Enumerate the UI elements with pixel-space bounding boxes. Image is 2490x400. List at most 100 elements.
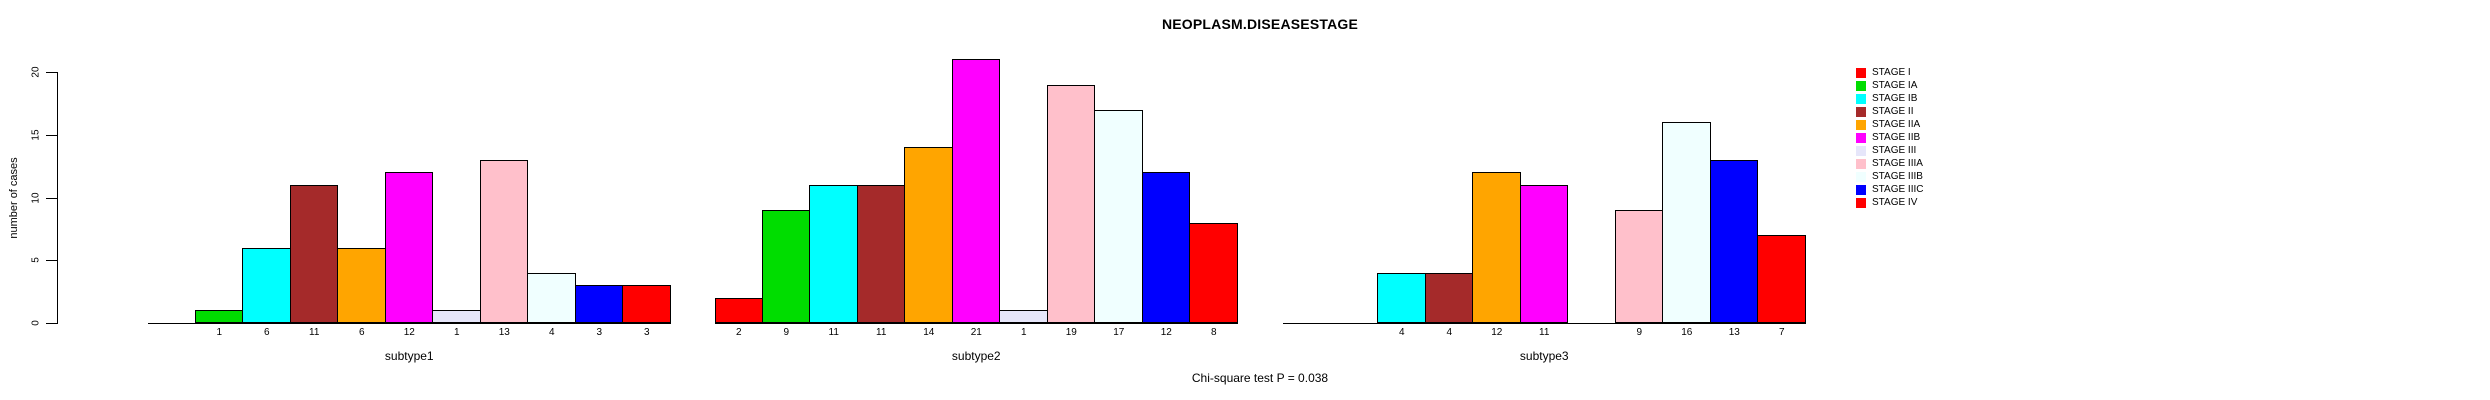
bar-stage-iiic-subtype2 — [1141, 172, 1190, 323]
slot-stage-iib — [384, 0, 433, 323]
y-tick-5 — [46, 260, 57, 262]
bar-stage-ii-subtype1 — [289, 184, 338, 323]
slot-stage-i — [148, 0, 196, 323]
slot-stage-ib — [1377, 0, 1426, 323]
bar-label-stage-iib-subtype1: 12 — [403, 327, 415, 338]
bar-stage-iia-subtype2 — [904, 147, 953, 323]
bar-label-stage-iiib-subtype2: 17 — [1113, 327, 1125, 338]
panel-subtype2 — [715, 0, 1238, 324]
bar-value-labels-subtype1: 1 6 11 6 12 1 13 4 3 3 — [148, 328, 671, 338]
y-tick-15 — [46, 134, 57, 136]
bar-label-stage-ia-subtype1: 1 — [216, 327, 223, 338]
bar-label-stage-iia-subtype1: 6 — [358, 327, 365, 338]
bar-label-stage-iia-subtype2: 14 — [923, 327, 935, 338]
bar-label-stage-iii-subtype2: 1 — [1020, 327, 1027, 338]
bar-label-stage-iv-subtype2: 8 — [1210, 327, 1217, 338]
legend-label-stage-iib: STAGE IIB — [1872, 132, 1921, 143]
bar-label-stage-iiib-subtype1: 4 — [548, 327, 555, 338]
bar-stage-iia-subtype3 — [1472, 172, 1521, 323]
panel-subtype3 — [1283, 0, 1806, 324]
chart-title: NEOPLASM.DISEASESTAGE — [1161, 16, 1359, 32]
bar-label-stage-ib-subtype2: 11 — [828, 327, 839, 338]
slot-stage-ia — [194, 0, 243, 323]
bar-stage-ib-subtype1 — [242, 247, 291, 323]
chi-square-footer: Chi-square test P = 0.038 — [1191, 371, 1329, 385]
slot-stage-ib — [809, 0, 858, 323]
y-tick-0 — [46, 323, 57, 324]
legend-row-stage-ia: STAGE IA — [1856, 79, 1924, 92]
y-tick-20 — [46, 72, 57, 73]
bar-label-stage-iia-subtype3: 12 — [1491, 327, 1503, 338]
bar-stage-i-subtype2 — [715, 297, 763, 323]
bar-stage-iiib-subtype2 — [1094, 109, 1143, 323]
panel-label-subtype3: subtype3 — [1519, 349, 1569, 363]
bar-value-labels-subtype3: 4 4 12 11 9 16 13 7 — [1283, 328, 1806, 338]
y-tick-label-0: 0 — [30, 320, 42, 326]
slot-stage-iib — [1519, 0, 1568, 323]
bar-label-stage-iii-subtype1: 1 — [453, 327, 460, 338]
bar-label-stage-ia-subtype3 — [1331, 328, 1379, 338]
bar-stage-iiib-subtype1 — [527, 272, 576, 323]
bar-label-stage-iiia-subtype2: 19 — [1065, 327, 1077, 338]
slot-stage-iia — [1472, 0, 1521, 323]
slot-stage-iii — [1568, 0, 1616, 323]
bar-stage-iiic-subtype3 — [1709, 159, 1758, 323]
bar-stage-iia-subtype1 — [337, 247, 386, 323]
legend-label-stage-ia: STAGE IA — [1872, 80, 1918, 91]
legend-row-stage-iii: STAGE III — [1856, 144, 1924, 157]
legend-row-stage-ib: STAGE IB — [1856, 92, 1924, 105]
bar-stage-iiic-subtype1 — [574, 285, 623, 323]
bar-label-stage-i-subtype1 — [148, 328, 196, 338]
slot-stage-i — [715, 0, 763, 323]
legend-chip-stage-iiic — [1856, 184, 1866, 195]
slot-stage-ii — [289, 0, 338, 323]
slot-stage-iii — [999, 0, 1048, 323]
bar-label-stage-ii-subtype3: 4 — [1446, 327, 1453, 338]
slot-stage-i — [1283, 0, 1331, 323]
slot-stage-iiia — [479, 0, 528, 323]
bar-label-stage-ia-subtype2: 9 — [783, 327, 790, 338]
slot-stage-iia — [337, 0, 386, 323]
bar-label-stage-ib-subtype1: 6 — [263, 327, 270, 338]
slot-stage-iiic — [574, 0, 623, 323]
legend-chip-stage-iiib — [1856, 171, 1866, 182]
slot-stage-iib — [951, 0, 1000, 323]
legend-chip-stage-ii — [1856, 106, 1866, 117]
legend-row-stage-iiib: STAGE IIIB — [1856, 170, 1924, 183]
slot-stage-iv — [1189, 0, 1238, 323]
bar-stage-iv-subtype3 — [1757, 235, 1806, 323]
bar-stage-iib-subtype1 — [384, 172, 433, 323]
legend-chip-stage-iiia — [1856, 158, 1866, 169]
legend: STAGE I STAGE IA STAGE IB STAGE II STAGE IIA… — [1856, 66, 1924, 209]
legend-chip-stage-iib — [1856, 132, 1866, 143]
legend-row-stage-iia: STAGE IIA — [1856, 118, 1924, 131]
legend-row-stage-iib: STAGE IIB — [1856, 131, 1924, 144]
bar-label-stage-iiib-subtype3: 16 — [1681, 327, 1693, 338]
slot-stage-iv — [622, 0, 671, 323]
bar-label-stage-iib-subtype3: 11 — [1539, 327, 1550, 338]
bar-stage-ia-subtype1 — [194, 310, 243, 323]
bar-stage-iib-subtype3 — [1519, 184, 1568, 323]
legend-row-stage-iv: STAGE IV — [1856, 196, 1924, 209]
bar-stage-ii-subtype3 — [1424, 272, 1473, 323]
bar-stage-iiia-subtype1 — [479, 159, 528, 323]
y-tick-label-15: 15 — [30, 129, 42, 141]
bar-label-stage-i-subtype2: 2 — [735, 327, 742, 338]
bar-label-stage-ii-subtype1: 11 — [309, 327, 320, 338]
bar-stage-ib-subtype3 — [1377, 272, 1426, 323]
y-axis-label: number of cases — [8, 157, 20, 239]
slot-stage-ib — [242, 0, 291, 323]
legend-row-stage-iiic: STAGE IIIC — [1856, 183, 1924, 196]
y-tick-label-5: 5 — [30, 257, 42, 264]
slot-stage-iiia — [1046, 0, 1095, 323]
bar-stage-ib-subtype2 — [809, 184, 858, 323]
legend-chip-stage-iv — [1856, 197, 1866, 208]
legend-chip-stage-ib — [1856, 93, 1866, 104]
slot-stage-iia — [904, 0, 953, 323]
slot-stage-ii — [856, 0, 905, 323]
bar-value-labels-subtype2: 2 9 11 11 14 21 1 19 17 12 8 — [715, 328, 1238, 338]
legend-chip-stage-iii — [1856, 145, 1866, 156]
legend-label-stage-iii: STAGE III — [1872, 145, 1917, 156]
y-axis-line — [57, 72, 58, 324]
bar-stage-iv-subtype2 — [1189, 222, 1238, 323]
